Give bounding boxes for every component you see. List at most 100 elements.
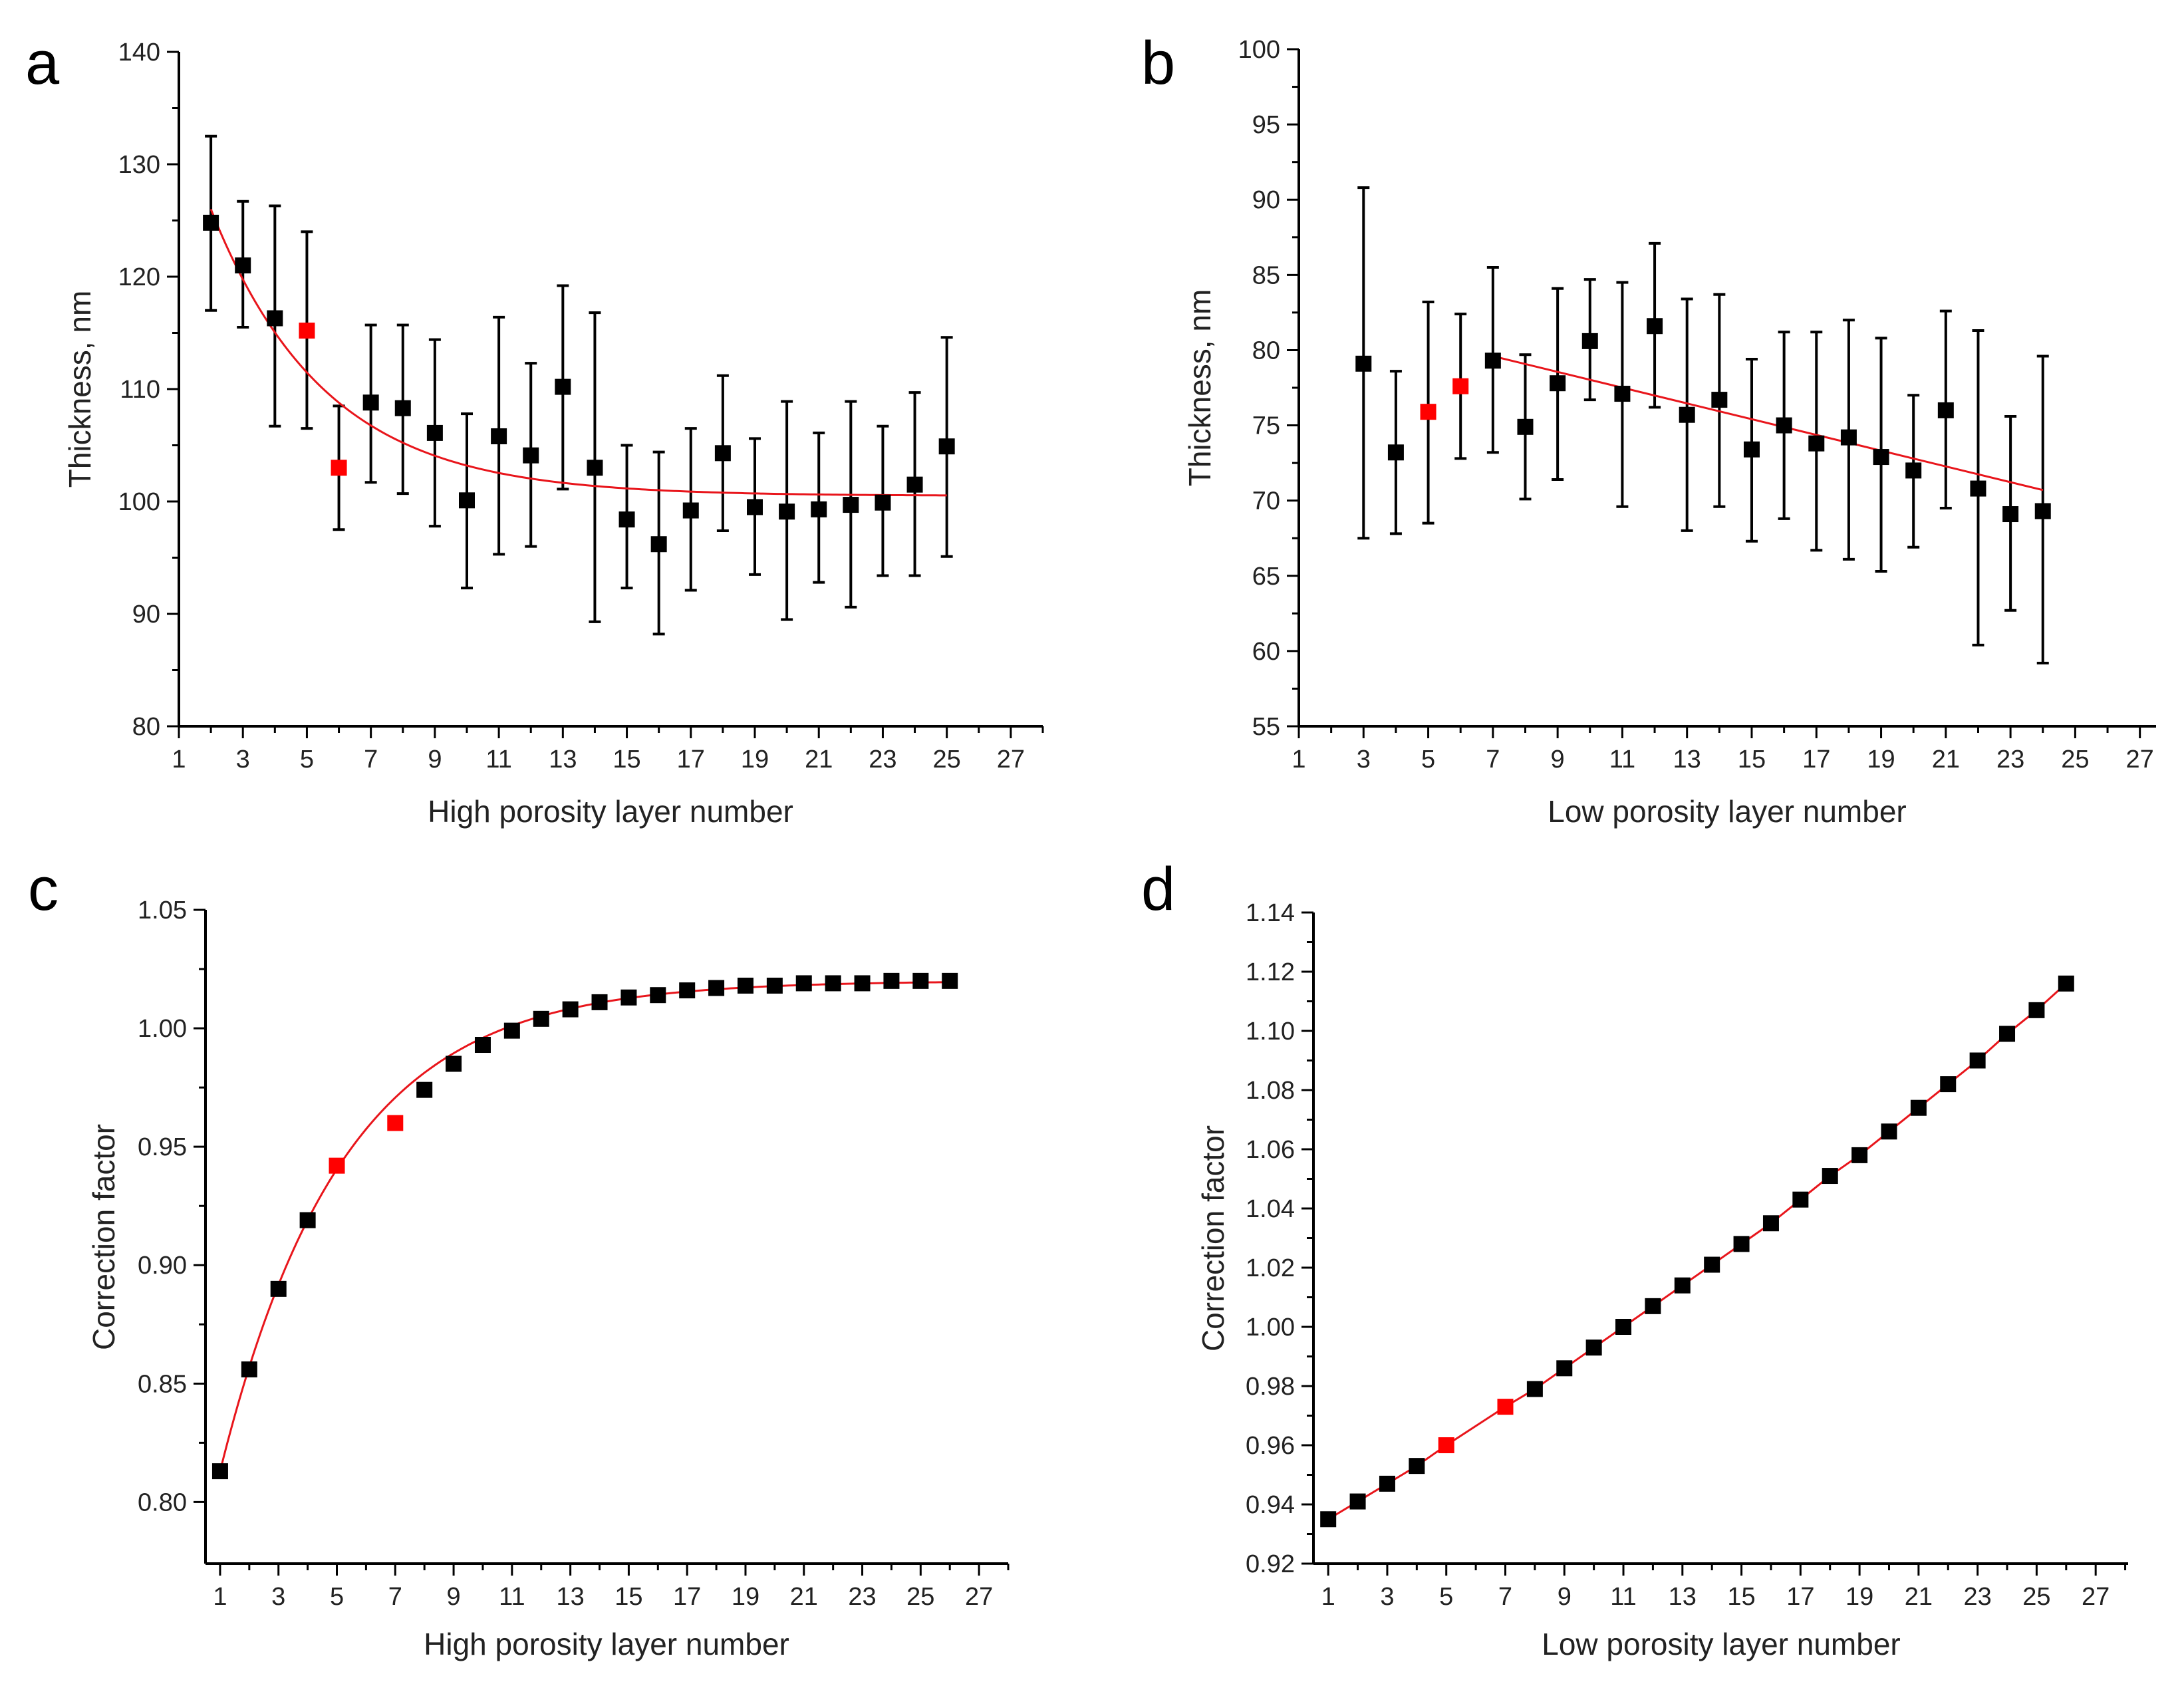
data-point bbox=[682, 502, 699, 519]
x-axis-label-a: High porosity layer number bbox=[428, 794, 793, 829]
x-tick-label: 17 bbox=[1786, 1583, 1814, 1611]
data-point bbox=[503, 1022, 520, 1039]
y-tick-label: 1.12 bbox=[1246, 958, 1295, 986]
fit-curve bbox=[1492, 355, 2044, 492]
data-point bbox=[854, 975, 871, 992]
data-point bbox=[1743, 441, 1760, 458]
data-point bbox=[2028, 1002, 2045, 1018]
data-point bbox=[679, 982, 696, 999]
x-tick-label: 5 bbox=[1439, 1583, 1453, 1611]
data-point bbox=[843, 497, 859, 513]
y-tick-label: 0.98 bbox=[1246, 1373, 1295, 1401]
y-axis-label-d: Correction factor bbox=[1196, 1125, 1230, 1351]
y-axis-label-a: Thickness, nm bbox=[63, 291, 97, 488]
x-tick-label: 13 bbox=[556, 1583, 584, 1611]
data-point bbox=[1851, 1147, 1868, 1163]
y-tick-label: 75 bbox=[1252, 412, 1280, 440]
data-point bbox=[1320, 1511, 1337, 1528]
data-point bbox=[1881, 1123, 1897, 1140]
data-point bbox=[1792, 1191, 1809, 1208]
data-point bbox=[394, 400, 411, 416]
data-point bbox=[1905, 462, 1922, 479]
panel-letter-d: d bbox=[1141, 855, 1175, 923]
data-point bbox=[416, 1081, 433, 1098]
x-axis-label-c: High porosity layer number bbox=[424, 1627, 789, 1661]
data-point bbox=[906, 476, 923, 493]
x-tick-label: 3 bbox=[1380, 1583, 1394, 1611]
data-point bbox=[426, 424, 443, 441]
data-point bbox=[1873, 449, 1889, 466]
data-point bbox=[267, 310, 283, 327]
panel-b: 1 3 5 7 9 11 13 15 17 19 21 23 25 2755606570758085909… bbox=[1238, 36, 2156, 773]
data-point bbox=[1674, 1277, 1691, 1294]
data-point bbox=[1970, 480, 1986, 497]
data-point-highlighted bbox=[1452, 378, 1469, 394]
data-point bbox=[1387, 444, 1404, 461]
data-point bbox=[211, 1463, 228, 1480]
data-point bbox=[650, 536, 667, 553]
data-point bbox=[362, 394, 379, 411]
data-point bbox=[1484, 352, 1501, 369]
panel-c: 1 3 5 7 9 11 13 15 17 19 21 23 25 270.800.850.900.951… bbox=[138, 897, 1010, 1611]
y-tick-label: 1.00 bbox=[1246, 1314, 1295, 1341]
x-tick-label: 7 bbox=[1498, 1583, 1512, 1611]
x-tick-label: 3 bbox=[1357, 746, 1371, 773]
data-point-highlighted bbox=[329, 1157, 345, 1174]
x-tick-label: 21 bbox=[1932, 746, 1960, 773]
x-axis-label-b: Low porosity layer number bbox=[1548, 794, 1906, 829]
panel-letter-c: c bbox=[28, 855, 59, 923]
data-point bbox=[1969, 1052, 1986, 1069]
data-point bbox=[1355, 355, 1372, 372]
y-tick-label: 1.02 bbox=[1246, 1254, 1295, 1282]
x-tick-label: 23 bbox=[1964, 1583, 1992, 1611]
data-point-highlighted bbox=[1420, 404, 1436, 420]
x-tick-label: 7 bbox=[1486, 746, 1500, 773]
x-tick-label: 27 bbox=[2126, 746, 2154, 773]
x-tick-label: 1 bbox=[1321, 1583, 1335, 1611]
x-tick-label: 27 bbox=[2082, 1583, 2110, 1611]
x-tick-label: 15 bbox=[1727, 1583, 1755, 1611]
y-tick-label: 85 bbox=[1252, 261, 1280, 289]
data-point bbox=[883, 972, 900, 989]
data-point bbox=[1704, 1256, 1720, 1273]
data-point bbox=[747, 499, 763, 515]
data-point bbox=[1937, 402, 1954, 418]
data-point bbox=[1776, 417, 1792, 434]
data-point bbox=[1822, 1168, 1838, 1185]
data-point bbox=[446, 1055, 462, 1072]
data-point bbox=[1679, 406, 1695, 423]
x-tick-label: 19 bbox=[741, 746, 769, 773]
x-tick-label: 19 bbox=[1867, 746, 1895, 773]
data-point bbox=[2002, 506, 2019, 523]
y-tick-label: 0.90 bbox=[138, 1252, 187, 1280]
data-point bbox=[2034, 503, 2051, 519]
data-point bbox=[1711, 392, 1728, 408]
data-point bbox=[241, 1361, 257, 1377]
x-tick-label: 21 bbox=[805, 746, 833, 773]
y-tick-label: 1.14 bbox=[1246, 899, 1295, 927]
x-axis-label-d: Low porosity layer number bbox=[1542, 1627, 1900, 1661]
data-point bbox=[1910, 1099, 1927, 1116]
x-tick-label: 1 bbox=[213, 1583, 227, 1611]
data-point bbox=[620, 989, 637, 1006]
fit-curve bbox=[209, 209, 947, 497]
x-tick-label: 9 bbox=[428, 746, 442, 773]
data-point bbox=[1808, 435, 1825, 452]
y-tick-label: 80 bbox=[1252, 337, 1280, 364]
y-tick-label: 0.94 bbox=[1246, 1491, 1295, 1519]
x-tick-label: 27 bbox=[997, 746, 1025, 773]
x-tick-label: 5 bbox=[300, 746, 314, 773]
data-point bbox=[270, 1280, 287, 1297]
data-point bbox=[811, 501, 827, 517]
x-tick-label: 17 bbox=[673, 1583, 701, 1611]
x-tick-label: 11 bbox=[1609, 746, 1635, 773]
data-point bbox=[1517, 418, 1534, 435]
data-point bbox=[2058, 975, 2074, 992]
data-point bbox=[1647, 318, 1663, 335]
x-tick-label: 11 bbox=[485, 746, 511, 773]
x-tick-label: 21 bbox=[1905, 1583, 1933, 1611]
x-tick-label: 9 bbox=[447, 1583, 461, 1611]
y-tick-label: 1.04 bbox=[1246, 1195, 1295, 1223]
data-point bbox=[474, 1037, 491, 1054]
